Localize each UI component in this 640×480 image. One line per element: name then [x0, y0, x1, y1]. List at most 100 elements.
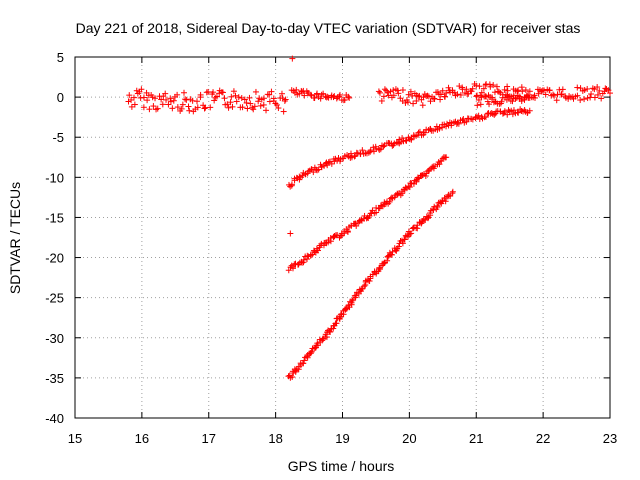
arc-1-point	[454, 119, 461, 126]
band-2-point	[311, 95, 318, 102]
band-1-point	[162, 90, 169, 97]
band-3-point	[589, 85, 596, 92]
band-2-point	[320, 90, 327, 97]
y-tick-label: 0	[57, 90, 64, 105]
band-2-point	[345, 93, 352, 100]
band-3-point	[538, 88, 545, 95]
y-tick-label: -10	[45, 170, 64, 185]
band-3-point	[395, 90, 402, 97]
band-3-point	[594, 91, 601, 98]
arc-3-point	[301, 357, 308, 364]
arc-2-point	[311, 248, 318, 255]
band-3-point	[399, 87, 406, 94]
band-4-point	[526, 94, 533, 101]
band-3-point	[515, 87, 522, 94]
arc-1-point	[380, 143, 387, 150]
band-1-point	[126, 92, 133, 99]
band-1-point	[219, 89, 226, 96]
arc-2-point	[353, 222, 360, 229]
arc-3-point	[430, 207, 437, 214]
band-3-point	[546, 87, 553, 94]
band-3-point	[439, 87, 446, 94]
band-3-point	[504, 87, 511, 94]
arc-1-point	[399, 135, 406, 142]
band-3-point	[377, 89, 384, 96]
x-axis-label: GPS time / hours	[288, 458, 395, 474]
band-1-point	[130, 94, 137, 101]
band-1-point	[250, 106, 257, 113]
band-1-point	[260, 101, 267, 108]
band-3-point	[526, 88, 533, 95]
band-1-point	[246, 94, 253, 101]
x-tick-label: 20	[402, 431, 416, 446]
band-1-point	[133, 87, 140, 94]
arc-3-point	[300, 360, 307, 367]
band-3-point	[596, 87, 603, 94]
arc-3-point	[420, 215, 427, 222]
arc-2-point	[327, 238, 334, 245]
band-1-point	[260, 95, 267, 102]
band-1-point	[270, 95, 277, 102]
arc-1-point	[436, 125, 443, 132]
arc-3-point	[418, 219, 425, 226]
arc-2-point	[406, 184, 413, 191]
y-tick-label: -20	[45, 251, 64, 266]
band-3-point	[598, 95, 605, 102]
band-1-point	[180, 89, 187, 96]
band-3-point	[420, 94, 427, 101]
arc-1-point	[305, 168, 312, 175]
band-2-point	[298, 88, 305, 95]
band-1-point	[154, 105, 161, 112]
arc-1-point	[509, 111, 516, 118]
band-3-point	[591, 94, 598, 101]
y-axis-label: SDTVAR / TECUs	[7, 182, 23, 294]
band-1-point	[266, 98, 273, 105]
band-2-point	[307, 91, 314, 98]
band-3-point	[451, 89, 458, 96]
band-3-point	[551, 92, 558, 99]
band-1-point	[228, 93, 235, 100]
arc-1-point	[351, 153, 358, 160]
band-3-point	[442, 93, 449, 100]
band-1-point	[211, 97, 218, 104]
band-1-point	[272, 100, 279, 107]
arc-1-point	[416, 128, 423, 135]
band-2-point	[314, 90, 321, 97]
band-4-point	[518, 98, 525, 105]
band-3-point	[581, 87, 588, 94]
band-3-point	[594, 84, 601, 91]
arc-3-point	[408, 230, 415, 237]
band-3-point	[463, 86, 470, 93]
band-2-point	[346, 94, 353, 101]
arc-3-point	[434, 204, 441, 211]
y-tick-label: -5	[52, 130, 64, 145]
band-1-point	[243, 99, 250, 106]
band-1-point	[268, 88, 275, 95]
arc-1-point	[526, 107, 533, 114]
band-1-point	[163, 96, 170, 103]
data-points	[125, 55, 613, 381]
band-3-point	[410, 100, 417, 107]
arc-1-point	[501, 108, 508, 115]
arc-1-point	[328, 160, 335, 167]
band-3-point	[558, 91, 565, 98]
arc-1-point	[377, 146, 384, 153]
band-1-point	[281, 97, 288, 104]
arc-1-point	[376, 146, 383, 153]
isolated-point	[287, 230, 294, 237]
arc-3-point	[327, 328, 334, 335]
band-1-point	[282, 96, 289, 103]
band-1-point	[266, 91, 273, 98]
band-3-point	[532, 94, 539, 101]
band-3-point	[522, 86, 529, 93]
arc-2-point	[290, 264, 297, 271]
band-1-point	[152, 95, 159, 102]
arc-2-point	[436, 161, 443, 168]
arc-1-point	[315, 166, 322, 173]
band-3-point	[584, 85, 591, 92]
arc-1-point	[463, 118, 470, 125]
band-3-point	[437, 91, 444, 98]
arc-3-point	[292, 367, 299, 374]
arc-1-point	[491, 111, 498, 118]
band-1-point	[221, 95, 228, 102]
